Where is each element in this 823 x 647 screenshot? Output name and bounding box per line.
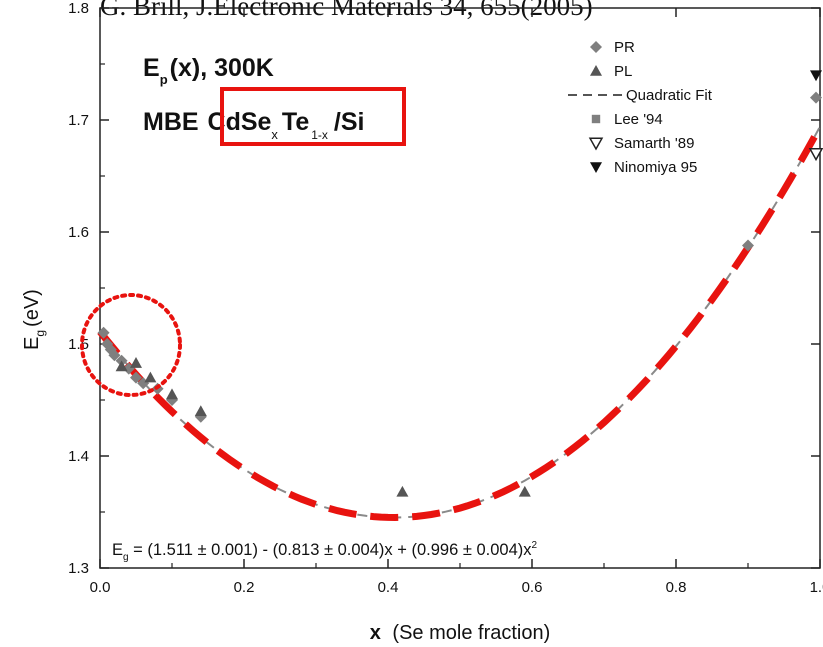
title-formula-b-sub: 1-x — [311, 128, 328, 142]
equation-body: = (1.511 ± 0.001) - (0.813 ± 0.004)x + (… — [129, 541, 533, 559]
axis-ticks — [99, 7, 821, 569]
y-tick-label: 1.5 — [68, 336, 89, 353]
legend-label-quadratic-fit: Quadratic Fit — [626, 87, 713, 104]
title-prefix: MBE — [143, 108, 199, 136]
fit-layer — [97, 125, 823, 522]
pr-point — [742, 239, 754, 252]
y-tick-label: 1.3 — [68, 560, 89, 577]
legend-label-ninomiya-95: Ninomiya 95 — [614, 159, 697, 176]
pr-point — [810, 91, 822, 104]
legend-marker-lee-94 — [591, 114, 601, 124]
legend-marker-pl — [590, 65, 602, 76]
legend-marker-samarth-89 — [588, 137, 604, 151]
legend-label-pr: PR — [614, 39, 635, 56]
y-tick-labels: 1.3 1.4 1.5 1.6 1.7 1.8 — [68, 0, 89, 577]
chart-title-line2: MBE CdSex Te 1-x/Si — [143, 108, 365, 142]
x-tick-label: 0.8 — [666, 579, 687, 596]
pr-point — [130, 371, 142, 384]
equation-var: E — [112, 541, 123, 559]
pl-point — [144, 371, 157, 383]
x-axis-label: x (Se mole fraction) — [370, 622, 551, 644]
x-axis-label-text: (Se mole fraction) — [392, 622, 550, 644]
x-tick-label: 0.4 — [378, 579, 399, 596]
plot-frame — [99, 7, 821, 569]
x-tick-labels: 0.0 0.2 0.4 0.6 0.8 1.0 — [90, 579, 823, 596]
ninomiya-95-point — [810, 70, 822, 82]
title-rest: (x), 300K — [170, 54, 274, 82]
legend-label-samarth-89: Samarth '89 — [614, 135, 694, 152]
points-layer — [97, 70, 823, 497]
citation-text: G. Brill, J.Electronic Materials 34, 655… — [100, 0, 593, 21]
x-tick-label: 0.0 — [90, 579, 111, 596]
y-tick-label: 1.8 — [68, 0, 89, 17]
title-formula-a: CdSe — [208, 108, 272, 136]
y-axis-label: Eg (eV) — [21, 289, 47, 350]
y-axis-label-var: E — [21, 337, 43, 350]
samarth-89-point — [808, 148, 823, 162]
fit-equation: Eg = (1.511 ± 0.001) - (0.813 ± 0.004)x … — [112, 540, 538, 563]
legend: PR PL Quadratic Fit Lee '94 Samarth '89 Ninom… — [568, 39, 713, 176]
highlighted-fit-curve — [97, 125, 823, 522]
legend-marker-pr — [590, 41, 602, 53]
pl-point — [166, 388, 178, 400]
low-x-highlight-circle — [80, 293, 182, 397]
legend-label-pl: PL — [614, 63, 632, 80]
title-var-sub: p — [160, 72, 168, 87]
x-tick-label: 0.2 — [234, 579, 255, 596]
legend-marker-ninomiya-95 — [590, 162, 602, 173]
pl-point — [518, 485, 531, 497]
formula-highlight-box — [220, 87, 406, 146]
pl-point — [396, 485, 409, 497]
x-tick-label: 1.0 — [810, 579, 823, 596]
y-axis-label-unit: (eV) — [21, 289, 43, 327]
pl-point — [115, 360, 128, 372]
x-axis-label-var: x — [370, 622, 381, 644]
equation-sup: 2 — [532, 540, 538, 551]
title-var: E — [143, 54, 160, 82]
pr-point — [97, 326, 110, 339]
pr-point — [108, 349, 121, 362]
chart-title-line1: Ep(x), 300K — [143, 54, 274, 87]
y-tick-label: 1.4 — [68, 448, 89, 465]
x-tick-label: 0.6 — [522, 579, 543, 596]
pl-point — [194, 405, 207, 416]
pl-point — [130, 357, 142, 368]
y-axis-label-sub: g — [33, 330, 47, 337]
equation-sub: g — [123, 552, 129, 563]
legend-label-lee-94: Lee '94 — [614, 111, 663, 128]
title-formula-b: Te — [282, 108, 309, 136]
quadratic-fit-curve — [99, 126, 821, 519]
y-tick-label: 1.6 — [68, 224, 89, 241]
y-tick-label: 1.7 — [68, 112, 89, 129]
title-suffix: /Si — [334, 108, 365, 136]
title-formula-a-sub: x — [271, 127, 278, 142]
